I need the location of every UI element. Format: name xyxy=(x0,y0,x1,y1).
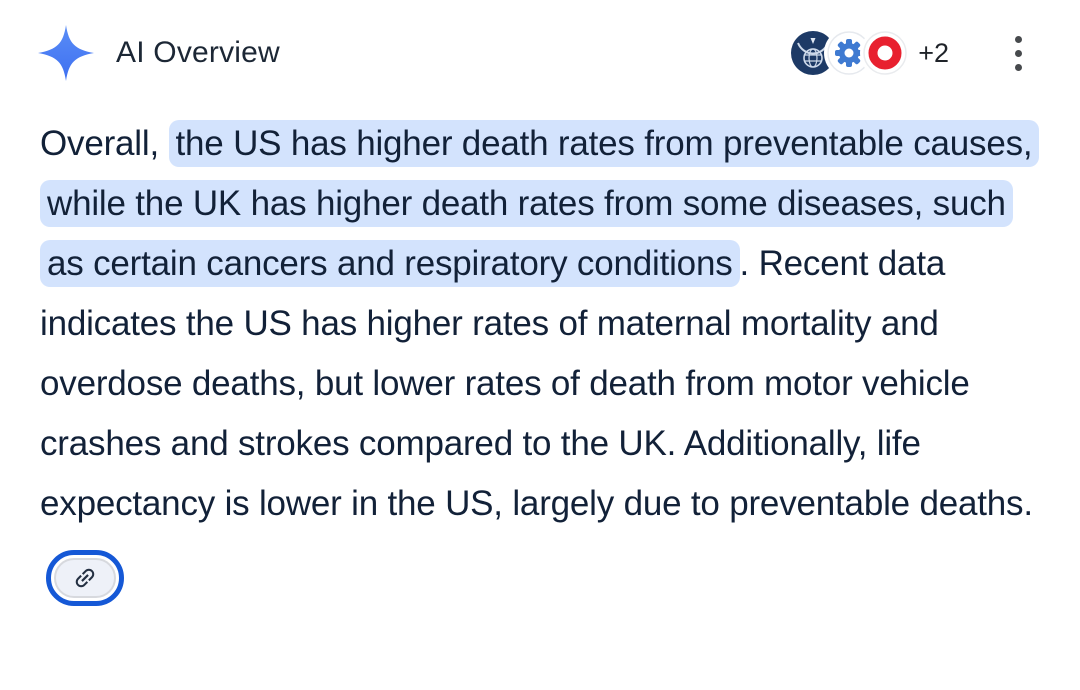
page-title: AI Overview xyxy=(116,36,280,69)
kebab-dot xyxy=(1015,35,1022,43)
kebab-dot xyxy=(1015,49,1022,57)
sources-cluster: +2 xyxy=(788,28,1028,78)
citation-link-chip[interactable] xyxy=(46,550,124,606)
ai-overview-header: AI Overview xyxy=(0,0,1080,82)
link-icon xyxy=(75,568,95,588)
paragraph-body-text: . Recent data indicates the US has highe… xyxy=(40,244,1033,523)
source-favicons[interactable] xyxy=(788,28,911,78)
paragraph-lead-text: Overall, xyxy=(40,124,169,163)
more-sources-count[interactable]: +2 xyxy=(918,37,949,68)
citation-link-pill xyxy=(54,558,116,598)
ai-sparkle-icon xyxy=(38,25,94,81)
overview-paragraph: Overall, the US has higher death rates f… xyxy=(40,114,1040,606)
red-ring-favicon[interactable] xyxy=(860,28,911,78)
kebab-menu-button[interactable] xyxy=(1009,30,1028,77)
kebab-dot xyxy=(1015,63,1022,71)
